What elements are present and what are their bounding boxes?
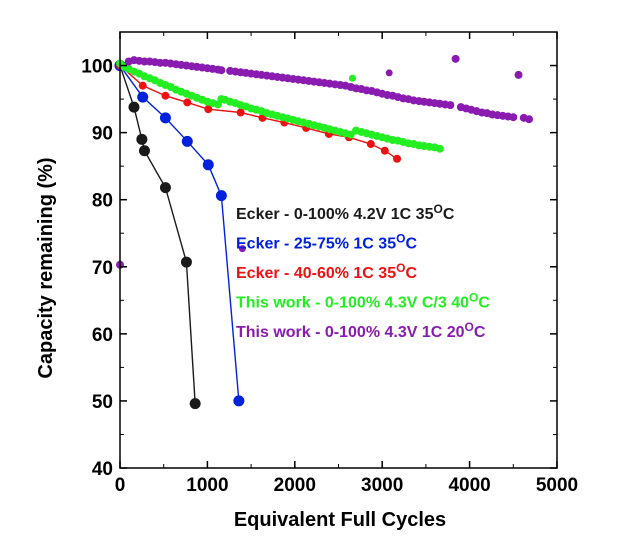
legend-unit: C <box>443 206 455 223</box>
x-tick-label: 4000 <box>448 475 490 496</box>
data-point <box>215 190 227 202</box>
data-point <box>238 245 246 253</box>
data-point <box>451 54 460 63</box>
x-tick-label: 1000 <box>186 475 228 496</box>
y-tick-label: 60 <box>92 325 113 346</box>
data-point <box>181 135 193 147</box>
y-tick-label: 100 <box>81 57 113 78</box>
series-0 <box>114 60 201 410</box>
data-point <box>202 159 214 171</box>
series-2 <box>116 61 402 163</box>
data-point <box>525 115 534 124</box>
data-point <box>217 66 226 75</box>
plot-area <box>114 54 534 410</box>
data-point <box>189 398 201 410</box>
legend-label: This work - 0-100% 4.3V 1C 20 <box>236 324 465 341</box>
legend-label: Ecker - 40-60% 1C 35 <box>236 265 396 282</box>
data-point <box>380 146 389 155</box>
data-point <box>161 91 170 100</box>
legend-label: Ecker - 25-75% 1C 35 <box>236 236 396 253</box>
x-tick-label: 5000 <box>536 475 578 496</box>
data-point <box>366 140 375 149</box>
data-point <box>138 81 147 90</box>
y-tick-label: 70 <box>92 258 113 279</box>
data-point <box>233 395 245 407</box>
data-point <box>136 133 148 145</box>
data-point <box>236 108 245 117</box>
data-point <box>435 144 444 153</box>
data-point <box>393 154 402 163</box>
y-tick-label: 90 <box>92 124 113 145</box>
series-1 <box>114 60 245 407</box>
legend-label: This work - 0-100% 4.3V C/3 40 <box>236 295 469 312</box>
data-point <box>180 256 192 268</box>
x-tick-label: 0 <box>115 475 126 496</box>
legend-degree-sup: O <box>396 261 405 275</box>
legend-unit: C <box>474 324 486 341</box>
axes: 0 1000 2000 3000 4000 5000 40 50 60 70 80 90 100 <box>81 31 578 496</box>
legend-entry: This work - 0-100% 4.3V 1C 20OC <box>236 320 486 341</box>
y-tick-label: 80 <box>92 191 113 212</box>
data-point <box>204 105 213 114</box>
series-3 <box>116 59 444 153</box>
data-point <box>515 71 523 79</box>
x-tick-label: 2000 <box>274 475 316 496</box>
data-point <box>385 69 393 77</box>
series-4 <box>116 54 534 269</box>
legend-unit: C <box>405 265 417 282</box>
data-point <box>159 112 171 124</box>
y-tick-label: 50 <box>92 392 113 413</box>
legend-entry: Ecker - 40-60% 1C 35OC <box>236 261 417 282</box>
data-point <box>128 101 140 113</box>
data-point <box>183 98 192 107</box>
legend-degree-sup: O <box>433 202 442 216</box>
legend-degree-sup: O <box>469 291 478 305</box>
data-point <box>137 91 149 103</box>
legend-label: Ecker - 0-100% 4.2V 1C 35 <box>236 206 434 223</box>
legend-entry: Ecker - 0-100% 4.2V 1C 35OC <box>236 202 455 223</box>
legend-unit: C <box>478 295 490 312</box>
data-point <box>159 182 171 194</box>
x-axis-title: Equivalent Full Cycles <box>234 509 446 531</box>
legend-entry: This work - 0-100% 4.3V C/3 40OC <box>236 291 490 312</box>
legend-degree-sup: O <box>396 232 405 246</box>
legend-degree-sup: O <box>465 320 474 334</box>
x-tick-label: 3000 <box>361 475 403 496</box>
y-axis-title: Capacity remaining (%) <box>35 157 57 378</box>
legend-entry: Ecker - 25-75% 1C 35OC <box>236 232 417 253</box>
series-line <box>119 65 240 401</box>
legend-unit: C <box>405 236 417 253</box>
data-point <box>138 145 150 157</box>
data-point <box>348 74 356 82</box>
series-line <box>119 65 196 404</box>
data-point <box>509 113 518 122</box>
y-tick-label: 40 <box>92 459 113 480</box>
data-point <box>446 101 455 110</box>
